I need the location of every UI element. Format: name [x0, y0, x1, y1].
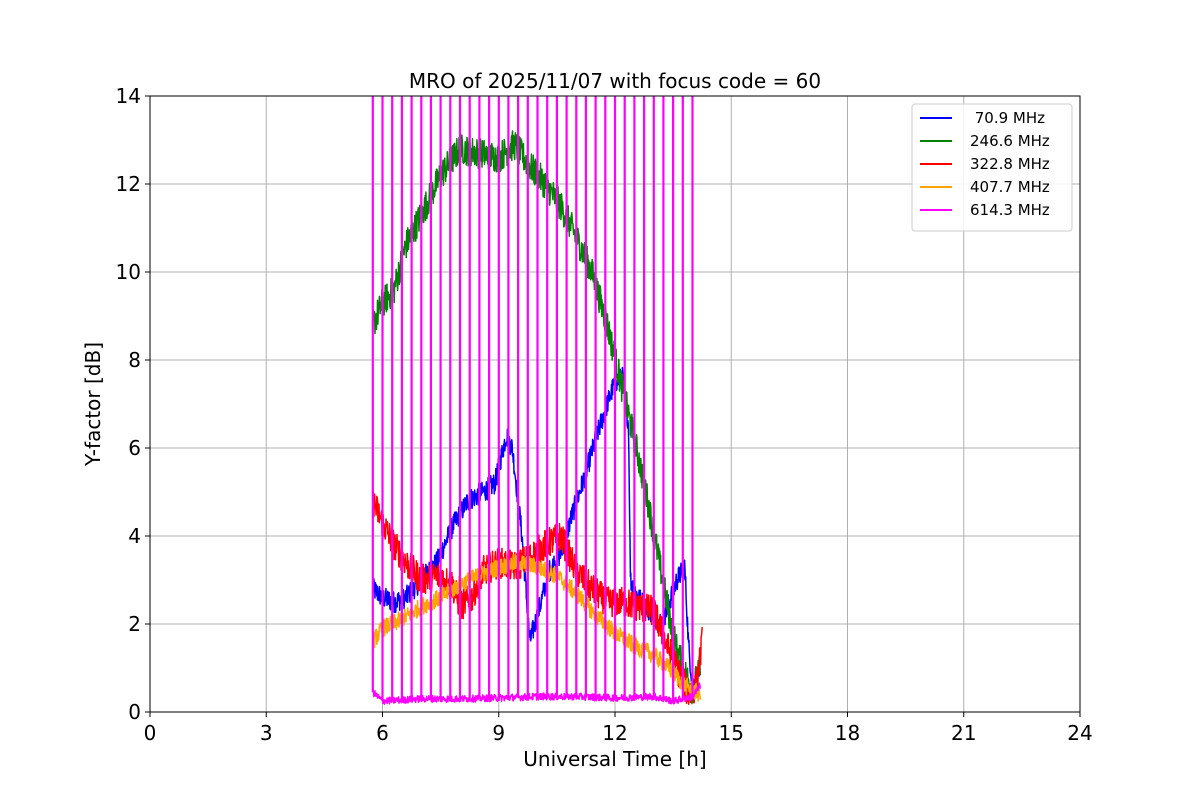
legend: 70.9 MHz 246.6 MHz 322.8 MHz 407.7 MHz 614.3… — [911, 103, 1073, 232]
y-tick-label: 12 — [116, 172, 141, 196]
y-ticks: 0 2 4 6 8 10 12 14 — [116, 84, 150, 724]
x-tick-label: 18 — [835, 721, 860, 745]
legend-box — [911, 103, 1073, 232]
y-tick-label: 6 — [128, 436, 141, 460]
legend-entry: 322.8 MHz — [970, 155, 1050, 173]
x-tick-label: 3 — [260, 721, 273, 745]
series-lines — [371, 96, 703, 705]
x-tick-label: 6 — [376, 721, 389, 745]
x-tick-label: 24 — [1067, 721, 1092, 745]
y-axis-label: Y-factor [dB] — [81, 342, 105, 467]
y-tick-label: 2 — [128, 612, 141, 636]
series-spikes-4 — [371, 96, 694, 701]
legend-entry: 407.7 MHz — [970, 178, 1050, 196]
legend-entry: 70.9 MHz — [970, 109, 1045, 127]
y-tick-label: 14 — [116, 84, 141, 108]
y-tick-label: 4 — [128, 524, 141, 548]
x-ticks: 0 3 6 9 12 15 18 21 24 — [144, 712, 1093, 745]
x-tick-label: 12 — [602, 721, 627, 745]
x-tick-label: 0 — [144, 721, 157, 745]
legend-entry: 246.6 MHz — [970, 132, 1050, 150]
y-tick-label: 10 — [116, 260, 141, 284]
chart-title: MRO of 2025/11/07 with focus code = 60 — [409, 69, 821, 93]
y-tick-label: 0 — [128, 700, 141, 724]
y-tick-label: 8 — [128, 348, 141, 372]
x-tick-label: 9 — [492, 721, 505, 745]
series-line-4 — [372, 682, 702, 705]
x-axis-label: Universal Time [h] — [523, 747, 706, 771]
legend-entry: 614.3 MHz — [970, 201, 1050, 219]
x-tick-label: 21 — [951, 721, 976, 745]
x-tick-label: 15 — [719, 721, 744, 745]
